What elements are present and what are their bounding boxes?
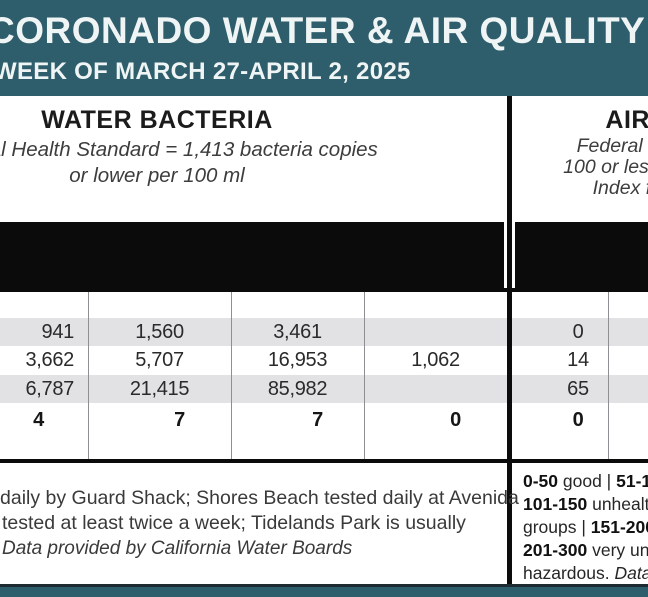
cell-tidelands-mid: 1,062 [411,349,460,371]
cell-1st-st-low: 0 [572,320,584,343]
footer-band [0,587,648,597]
table-row-mid: 3,662 5,707 16,953 1,062 14 [0,346,648,375]
page-title: CORONADO WATER & AIR QUALITY [0,10,646,51]
table-row-high: 6,787 21,415 85,982 65 [0,375,648,403]
column-border [608,292,609,459]
water-band-title: WEEKLY BACTERIA COPIES AT: [0,452,240,474]
water-notes-credit: Data provided by California Water Boards [2,538,353,559]
legend-range: 51-100 [616,471,648,491]
col-header-shores-beach: SHORES BEACH [94,484,224,501]
cell-shores-mid: 5,707 [135,349,184,371]
cell-central-mid: 3,662 [25,349,74,371]
legend-text: very unhealthy | [592,540,648,560]
cell-silver-mid: 16,953 [267,349,328,371]
table-top-rule [0,288,648,292]
table-bottom-rule [0,459,648,463]
page-subtitle: WEEK OF MARCH 27-APRIL 2, 2025 [0,58,411,85]
col-header-silver-strand: SILVER STRAND [233,484,361,501]
water-notes-line1: daily by Guard Shack; Shores Beach teste… [0,487,519,509]
air-table-header-band: WEEKLY AIR QUALITY INDEX AT: 1ST ST. THE… [515,222,648,501]
legend-range: 151-200 [590,517,648,537]
legend-range: 0-50 [523,471,559,491]
cell-shores-days: 7 [174,408,185,431]
column-border [88,292,89,459]
water-section-title: WATER BACTERIA [41,106,273,134]
air-standard-line2: 100 or less on the Air Quality [563,156,648,178]
column-border [231,292,232,459]
air-standard-line3: Index for fine particles [592,177,648,199]
header-band: CORONADO WATER & AIR QUALITY WEEK OF MAR… [0,0,648,96]
air-legend-line5: hazardous. Data provided by AirNow [523,563,648,584]
cell-silver-days: 7 [312,408,323,431]
air-legend-line1: 0-50 good | 51-100 moderate | [523,471,648,492]
water-standard-line1: Federal Health Standard = 1,413 bacteria… [0,138,378,161]
column-border [364,292,365,459]
footer-rule [0,584,648,587]
cell-central-low: 941 [41,320,75,343]
legend-range: 101-150 [523,494,588,514]
col-header-1st-st: 1ST ST. [531,484,589,501]
legend-range: 201-300 [523,540,588,560]
legend-credit: Data provided by AirNow [614,563,648,583]
legend-text: groups | [523,517,591,537]
table-row-low: 941 1,560 3,461 0 [0,318,648,346]
section-divider [507,96,512,586]
air-legend-line2: 101-150 unhealthy for sensitive [523,494,648,515]
air-standard-line1: Federal health standard = [576,135,648,157]
cell-silver-high: 85,982 [267,377,328,400]
col-header-central-beach: CENTRAL BEACH [0,484,87,501]
cell-central-days: 4 [33,408,44,431]
table-row-days: 4 7 7 0 0 [0,403,648,437]
cell-tidelands-low [364,318,507,346]
cell-1st-st-mid: 14 [567,349,589,371]
cell-central-high: 6,787 [25,377,74,400]
col-header-tidelands-park: TIDELANDS PARK [365,484,505,501]
cell-shores-low: 1,560 [135,320,184,343]
legend-text: good | [558,471,617,491]
cell-tidelands-high [364,375,507,403]
legend-text: hazardous. [523,563,615,583]
air-legend-line4: 201-300 very unhealthy | 301+ [523,540,648,561]
cell-shores-high: 21,415 [129,377,190,400]
air-section-title: AIR QUALITY [605,106,648,134]
cell-tidelands-days: 0 [450,408,461,431]
water-notes-line2: tested at least twice a week; Tidelands … [2,512,466,534]
col-header-the-cays: THE CAYS [616,484,648,501]
cell-1st-st-days: 0 [572,408,584,431]
water-table-header-band: WEEKLY BACTERIA COPIES AT: CENTRAL BEACH… [0,222,505,501]
cell-silver-low: 3,461 [273,320,322,343]
cell-1st-st-high: 65 [567,377,589,400]
air-legend-line3: groups | 151-200 unhealthy | [523,517,648,538]
legend-text: unhealthy for sensitive [592,494,648,514]
water-standard-line2: or lower per 100 ml [69,164,245,187]
